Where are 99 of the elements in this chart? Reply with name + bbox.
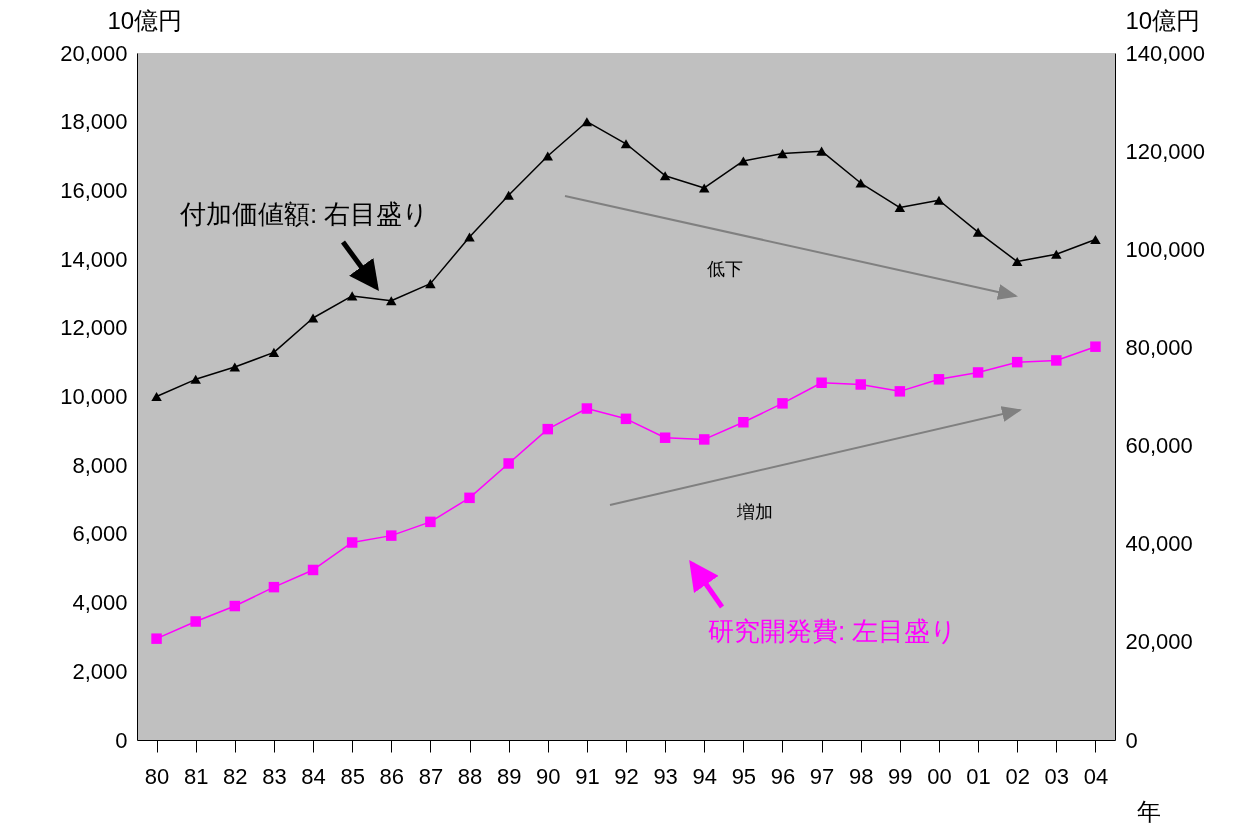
point bbox=[542, 151, 553, 161]
x-tick-label: 89 bbox=[496, 763, 522, 789]
point bbox=[855, 178, 866, 188]
y-tick-label: 18,000 bbox=[60, 109, 128, 135]
y-tick-label: 16,000 bbox=[60, 177, 128, 203]
y-tick-label: 20,000 bbox=[60, 40, 128, 66]
y-tick-label: 8,000 bbox=[72, 452, 128, 478]
legend-label: 研究開発費: 左目盛り bbox=[708, 616, 958, 646]
x-tick-label: 04 bbox=[1083, 763, 1109, 789]
annotation: 低下 bbox=[707, 259, 743, 279]
point bbox=[386, 530, 397, 541]
series-label: 付加価値額: 右目盛り bbox=[179, 199, 430, 229]
x-tick-label: 88 bbox=[457, 763, 483, 789]
point bbox=[620, 139, 632, 149]
point bbox=[151, 391, 162, 402]
x-tick-label: 83 bbox=[262, 763, 287, 789]
y2-tick-label: 120,000 bbox=[1125, 138, 1206, 164]
point bbox=[346, 291, 358, 301]
y2-axis-title: 10億円 bbox=[1125, 6, 1201, 34]
point bbox=[738, 417, 749, 428]
point bbox=[699, 434, 710, 445]
point bbox=[307, 313, 319, 323]
point bbox=[972, 227, 984, 237]
y2-tick-label: 60,000 bbox=[1125, 433, 1193, 459]
x-tick-label: 98 bbox=[848, 763, 874, 789]
point bbox=[151, 633, 162, 644]
point bbox=[268, 581, 280, 593]
point bbox=[346, 537, 358, 548]
y2-tick-label: 40,000 bbox=[1125, 531, 1193, 557]
point bbox=[816, 146, 827, 156]
x-tick-label: 90 bbox=[536, 763, 561, 789]
point bbox=[503, 458, 514, 469]
point bbox=[190, 374, 201, 384]
point bbox=[933, 374, 945, 385]
annotation: 増加 bbox=[736, 502, 773, 522]
x-tick-label: 96 bbox=[770, 763, 796, 789]
x-tick-label: 99 bbox=[888, 763, 913, 789]
point bbox=[1011, 257, 1023, 267]
point bbox=[1011, 356, 1023, 368]
point bbox=[464, 492, 475, 504]
point bbox=[229, 600, 241, 612]
x-tick-label: 01 bbox=[966, 763, 991, 789]
y2-tick-label: 0 bbox=[1125, 727, 1138, 753]
x-tick-label: 03 bbox=[1044, 763, 1070, 789]
point bbox=[229, 362, 241, 372]
y-tick-label: 0 bbox=[115, 727, 128, 753]
point bbox=[542, 423, 553, 435]
point bbox=[503, 190, 514, 200]
x-tick-label: 82 bbox=[223, 763, 248, 789]
point bbox=[972, 367, 984, 378]
point bbox=[425, 516, 436, 528]
y-tick-label: 2,000 bbox=[72, 658, 128, 684]
x-tick-label: 80 bbox=[144, 763, 170, 789]
x-tick-label: 92 bbox=[614, 763, 639, 789]
point bbox=[816, 377, 827, 388]
x-tick-label: 93 bbox=[653, 763, 678, 789]
x-tick-label: 97 bbox=[809, 763, 835, 789]
point bbox=[190, 616, 201, 627]
y-tick-label: 10,000 bbox=[60, 384, 128, 409]
x-tick-label: 87 bbox=[418, 763, 444, 789]
point bbox=[1051, 249, 1062, 259]
y2-tick-label: 80,000 bbox=[1125, 334, 1193, 360]
point bbox=[894, 386, 906, 397]
point bbox=[307, 564, 319, 576]
point bbox=[581, 117, 593, 127]
point bbox=[1051, 355, 1062, 366]
x-tick-label: 94 bbox=[692, 763, 717, 789]
x-tick-label: 84 bbox=[301, 763, 326, 789]
x-axis-title: 年 bbox=[1136, 797, 1161, 823]
point bbox=[777, 149, 788, 159]
y-tick-label: 4,000 bbox=[72, 590, 128, 616]
point bbox=[777, 398, 788, 409]
point bbox=[1090, 341, 1101, 352]
point bbox=[268, 347, 280, 357]
point bbox=[386, 296, 397, 306]
point bbox=[620, 413, 632, 425]
y-tick-label: 14,000 bbox=[60, 246, 128, 272]
y2-tick-label: 20,000 bbox=[1125, 629, 1193, 655]
point bbox=[659, 432, 671, 443]
point bbox=[894, 203, 906, 213]
y-tick-label: 12,000 bbox=[60, 315, 128, 341]
point bbox=[464, 232, 475, 242]
x-tick-label: 86 bbox=[379, 763, 405, 789]
point bbox=[659, 171, 671, 181]
point bbox=[1090, 234, 1101, 245]
y2-tick-label: 140,000 bbox=[1125, 40, 1206, 66]
x-tick-label: 91 bbox=[575, 763, 600, 789]
y-axis-title: 10億円 bbox=[107, 6, 183, 34]
point bbox=[425, 279, 436, 289]
x-tick-label: 81 bbox=[183, 763, 209, 789]
x-tick-label: 02 bbox=[1005, 763, 1030, 789]
point bbox=[855, 379, 866, 390]
x-tick-label: 00 bbox=[927, 763, 952, 789]
y-tick-label: 6,000 bbox=[72, 521, 128, 547]
x-tick-label: 85 bbox=[340, 763, 365, 789]
point bbox=[581, 403, 593, 414]
x-tick-label: 95 bbox=[731, 763, 757, 789]
point bbox=[933, 195, 945, 205]
y2-tick-label: 100,000 bbox=[1125, 236, 1206, 262]
